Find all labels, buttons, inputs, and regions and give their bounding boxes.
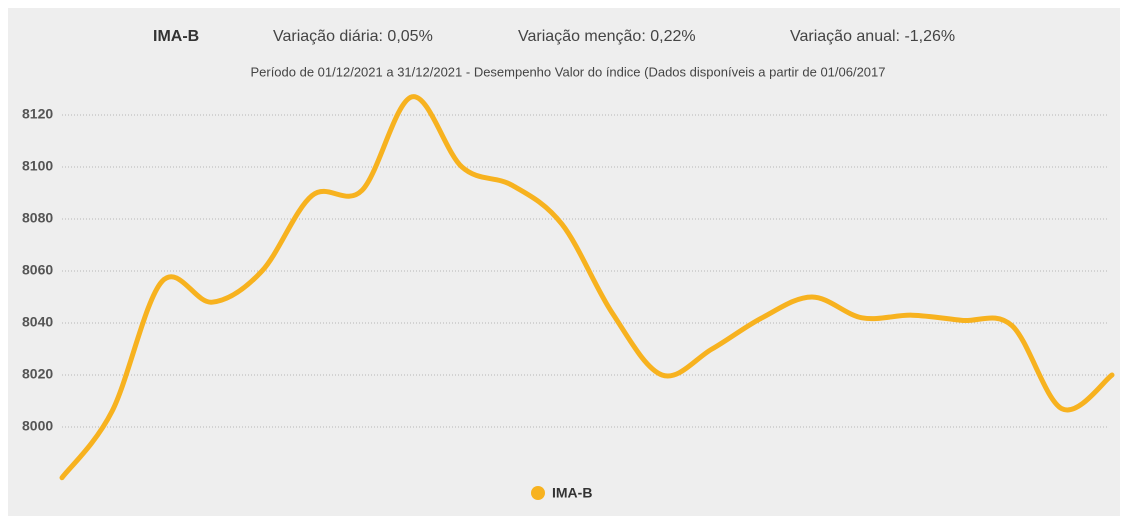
- stat: Variação diária: 0,05%: [273, 28, 433, 45]
- y-tick-label: 8020: [22, 366, 53, 382]
- y-tick-label: 8000: [22, 418, 53, 434]
- panel: [8, 8, 1120, 516]
- y-tick-label: 8100: [22, 158, 53, 174]
- chart-title: IMA-B: [153, 28, 199, 45]
- line: [59, 94, 1115, 481]
- legend-label: IMA-B: [552, 485, 592, 501]
- stat: Variação menção: 0,22%: [518, 28, 696, 45]
- y-tick-label: 8080: [22, 210, 53, 226]
- y-tick-label: 8040: [22, 314, 53, 330]
- subtitle: Período de 01/12/2021 a 31/12/2021 - Des…: [250, 64, 885, 79]
- y-tick-label: 8060: [22, 262, 53, 278]
- stat: Variação anual: -1,26%: [790, 28, 955, 45]
- legend-marker: [531, 486, 545, 500]
- y-tick-label: 8120: [22, 106, 53, 122]
